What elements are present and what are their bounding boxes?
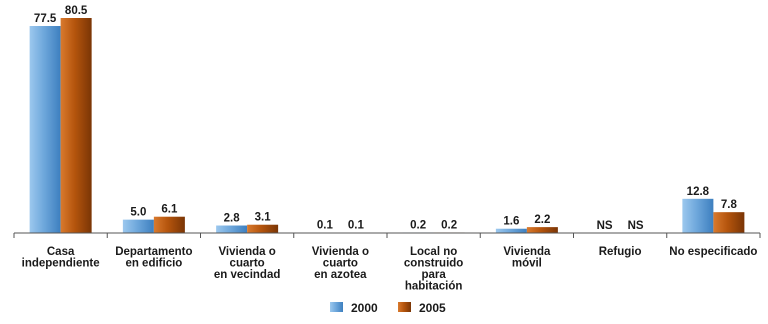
value-label-2000-3: 0.1: [317, 220, 334, 232]
category-label-line: Local no: [410, 246, 457, 258]
bar-2000-1: [122, 219, 154, 233]
bar-2000-2: [216, 225, 248, 233]
value-label-2000-5: 1.6: [503, 216, 519, 228]
category-label-line: Refugio: [599, 246, 642, 258]
value-label-2005-0: 80.5: [65, 5, 88, 17]
category-label-line: en vecindad: [214, 269, 280, 281]
category-label-line: construido: [404, 258, 463, 270]
bar-2000-0: [29, 26, 61, 234]
legend: 2000 2005: [330, 301, 446, 315]
value-label-2005-1: 6.1: [161, 204, 178, 216]
x-axis-ticks: [13, 233, 761, 238]
category-label-line: Departamento: [115, 246, 192, 258]
category-label-line: No especificado: [669, 246, 757, 258]
category-label-3: Vivienda o cuarto en azotea: [312, 246, 369, 281]
category-label-0: Casa independiente: [22, 246, 100, 270]
category-label-1: Departamento en edificio: [115, 246, 192, 270]
category-label-line: Vivienda o: [218, 246, 275, 258]
category-label-7: No especificado: [669, 246, 757, 258]
bar-2005-7: [713, 212, 745, 233]
category-label-line: cuarto: [230, 258, 265, 270]
category-label-line: para: [421, 269, 446, 281]
value-label-2000-1: 5.0: [130, 207, 146, 219]
value-label-2000-2: 2.8: [224, 213, 241, 225]
category-label-line: Casa: [47, 246, 75, 258]
bar-2005-0: [60, 18, 92, 233]
category-label-line: habitación: [405, 281, 463, 293]
bar-2005-1: [153, 216, 185, 233]
category-label-line: en edificio: [125, 258, 182, 270]
legend-swatch-2005: [398, 302, 411, 312]
category-label-line: Vivienda: [503, 246, 551, 258]
value-labels-group: 77.5 80.5 5.0 6.1 2.8 3.1 0.1 0.1 0.2 0.2 1.6 2.2 NS…: [34, 5, 738, 232]
legend-label-2005: 2005: [419, 301, 446, 315]
category-label-line: Vivienda o: [312, 246, 369, 258]
category-label-line: cuarto: [323, 258, 358, 270]
category-label-4: Local no construido para habitación: [404, 246, 463, 293]
value-label-2005-4: 0.2: [441, 219, 457, 231]
category-label-2: Vivienda o cuarto en vecindad: [214, 246, 280, 281]
value-label-2000-0: 77.5: [34, 13, 57, 25]
value-label-2000-4: 0.2: [410, 219, 426, 231]
category-label-line: móvil: [512, 258, 542, 270]
value-label-2005-3: 0.1: [348, 220, 365, 232]
category-label-line: en azotea: [314, 269, 367, 281]
value-label-2005-5: 2.2: [534, 214, 550, 226]
value-label-2000-7: 12.8: [687, 186, 710, 198]
bar-2005-5: [526, 227, 558, 233]
bar-2005-2: [247, 224, 279, 233]
value-label-2005-6: NS: [628, 220, 644, 232]
bars-group: [29, 18, 745, 234]
value-label-2005-7: 7.8: [721, 199, 738, 211]
bar-2000-7: [682, 198, 714, 233]
value-label-2005-2: 3.1: [255, 212, 272, 224]
value-label-2000-6: NS: [597, 220, 613, 232]
category-label-line: independiente: [22, 258, 100, 270]
category-label-6: Refugio: [599, 246, 642, 258]
legend-swatch-2000: [330, 302, 343, 312]
bar-2000-5: [495, 228, 527, 233]
category-label-5: Vivienda móvil: [503, 246, 551, 270]
category-labels-group: Casa independiente Departamento en edificio…: [22, 246, 758, 293]
legend-label-2000: 2000: [351, 301, 378, 315]
